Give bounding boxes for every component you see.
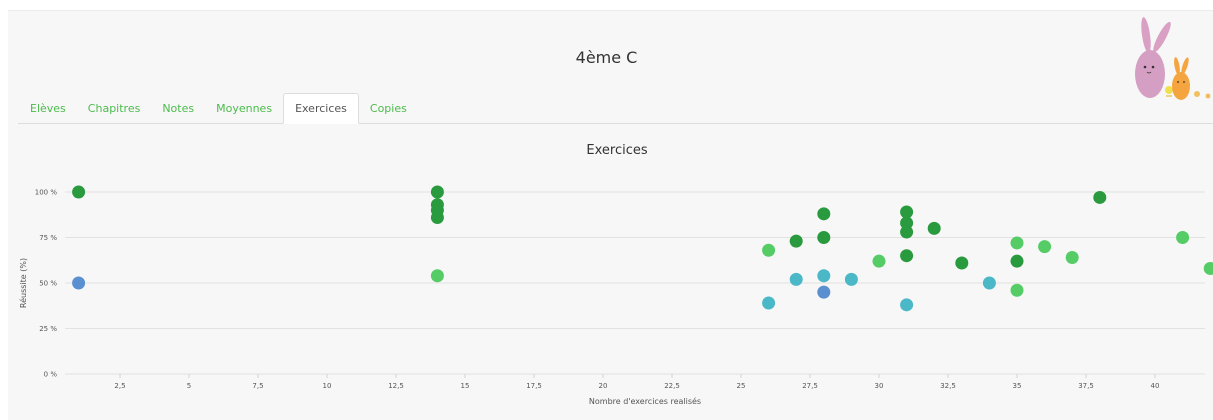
tab-exercices[interactable]: Exercices	[283, 93, 359, 124]
scatter-point[interactable]	[927, 221, 941, 235]
scatter-point[interactable]	[1203, 261, 1213, 275]
y-axis-ticks: 0 % 25 % 50 % 75 % 100 %	[35, 189, 58, 379]
x-tick-label: 12,5	[388, 382, 404, 390]
scatter-point[interactable]	[1093, 190, 1107, 204]
scatter-point[interactable]	[72, 276, 86, 290]
scatter-point[interactable]	[817, 269, 831, 283]
scatter-point[interactable]	[1065, 251, 1079, 265]
scatter-point[interactable]	[762, 296, 776, 310]
tab-eleves[interactable]: Elèves	[30, 102, 66, 115]
scatter-point[interactable]	[430, 269, 444, 283]
scatter-point[interactable]	[1176, 231, 1190, 244]
y-tick-label: 25 %	[39, 325, 57, 333]
scatter-point[interactable]	[762, 243, 776, 257]
y-tick-label: 50 %	[39, 280, 57, 288]
scatter-point[interactable]	[900, 249, 914, 263]
x-tick-label: 25	[737, 382, 746, 390]
scatter-point[interactable]	[817, 207, 831, 221]
x-tick-label: 17,5	[526, 382, 542, 390]
x-tick-label: 5	[187, 382, 191, 390]
scatter-point[interactable]	[900, 216, 914, 230]
x-tick-label: 37,5	[1078, 382, 1094, 390]
x-tick-label: 2,5	[114, 382, 125, 390]
scatter-point[interactable]	[789, 272, 803, 286]
exercices-chart: Exercices 0 % 25 % 50 % 75 % 100 % 2,5 5 7,5 10…	[18, 143, 1213, 406]
scatter-point[interactable]	[1010, 236, 1024, 250]
scatter-point[interactable]	[817, 231, 831, 244]
scatter-point[interactable]	[844, 272, 858, 286]
tab-bar: Elèves Chapitres Notes Moyennes Exercice…	[18, 93, 1213, 124]
y-axis-label: Réussite (%)	[18, 258, 28, 308]
page-title: 4ème C	[575, 48, 638, 67]
tab-copies[interactable]: Copies	[369, 102, 407, 115]
y-tick-label: 0 %	[44, 371, 58, 379]
data-points	[72, 185, 1213, 312]
scatter-point[interactable]	[900, 205, 914, 219]
bunny-logo-icon	[1135, 17, 1211, 100]
x-axis-ticks: 2,5 5 7,5 10 12,5 15 17,5 20 22,5 25 27,5 30 32,5 35 3…	[114, 374, 1159, 390]
page-panel	[8, 10, 1213, 420]
tab-notes[interactable]: Notes	[162, 102, 195, 115]
x-axis-label: Nombre d'exercices realisés	[589, 396, 701, 406]
scatter-point[interactable]	[72, 185, 86, 199]
scatter-point[interactable]	[1038, 240, 1052, 254]
x-tick-label: 22,5	[664, 382, 680, 390]
x-tick-label: 20	[599, 382, 608, 390]
x-tick-label: 35	[1013, 382, 1022, 390]
scatter-point[interactable]	[872, 254, 886, 268]
x-tick-label: 40	[1151, 382, 1160, 390]
y-tick-label: 75 %	[39, 234, 57, 242]
tab-chapitres[interactable]: Chapitres	[87, 102, 141, 115]
scatter-point[interactable]	[982, 276, 996, 290]
y-tick-label: 100 %	[35, 189, 58, 197]
scatter-point[interactable]	[430, 185, 444, 199]
scatter-point[interactable]	[817, 285, 831, 299]
scatter-point[interactable]	[900, 298, 914, 312]
x-tick-label: 10	[323, 382, 332, 390]
scatter-point[interactable]	[789, 234, 803, 248]
scatter-point[interactable]	[1010, 254, 1024, 268]
scatter-point[interactable]	[1010, 283, 1024, 297]
x-tick-label: 7,5	[252, 382, 263, 390]
x-tick-label: 30	[875, 382, 884, 390]
x-tick-label: 27,5	[802, 382, 818, 390]
scatter-point[interactable]	[430, 210, 444, 224]
scatter-point[interactable]	[900, 225, 914, 239]
x-tick-label: 32,5	[940, 382, 956, 390]
scatter-point[interactable]	[955, 256, 969, 270]
chart-gridlines	[65, 191, 1205, 375]
tab-moyennes[interactable]: Moyennes	[216, 102, 273, 115]
chart-title: Exercices	[586, 143, 647, 158]
x-tick-label: 15	[461, 382, 470, 390]
